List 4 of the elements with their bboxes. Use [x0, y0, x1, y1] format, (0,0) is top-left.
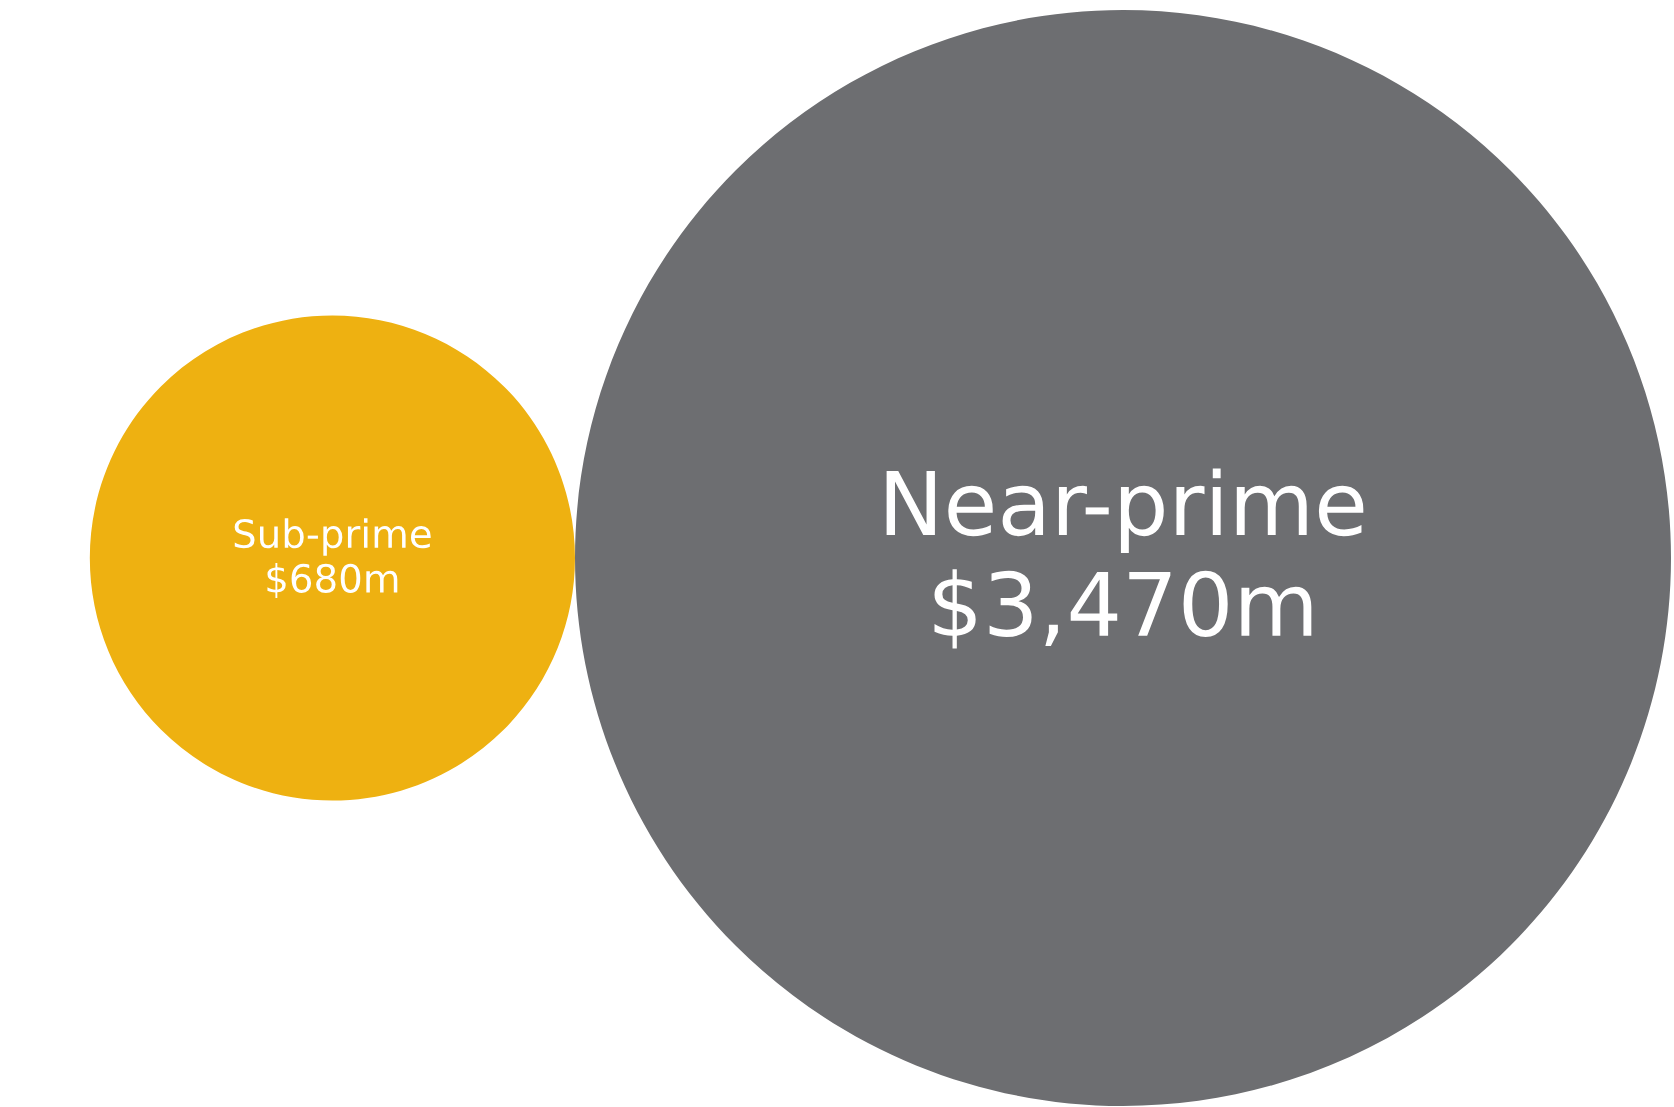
- data-label: $3,470m: [934, 569, 1312, 649]
- category-label: Sub-prime: [234, 518, 431, 556]
- category-label: Near-prime: [886, 468, 1364, 554]
- data-label: $680m: [267, 562, 398, 599]
